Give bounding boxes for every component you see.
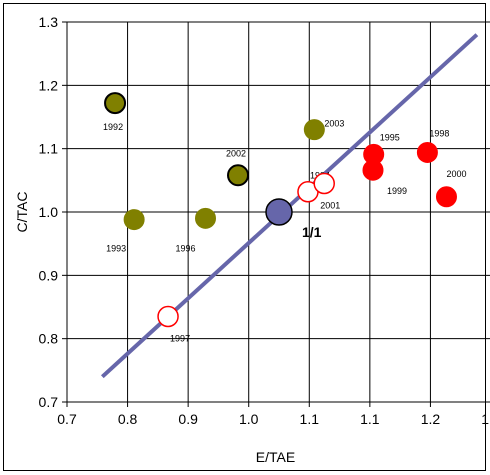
y-tick-label: 0.9 [39, 267, 59, 283]
point-label-1999: 1999 [387, 186, 407, 196]
x-tick-label: 0.9 [178, 411, 198, 427]
data-point-1997 [157, 305, 179, 328]
data-point-1998 [416, 141, 438, 163]
point-label-1992: 1992 [103, 122, 123, 132]
x-tick-label: 1.1 [360, 411, 380, 427]
y-tick-label: 1.0 [39, 204, 59, 220]
point-label-2001: 2001 [320, 201, 340, 211]
x-tick-label: 0.8 [118, 411, 138, 427]
y-tick-label: 0.8 [39, 331, 59, 347]
x-tick-label: 1.1 [300, 411, 320, 427]
data-point-1999 [362, 159, 384, 181]
data-point-1993 [123, 209, 145, 231]
data-point-1996 [195, 207, 217, 229]
data-point-2001 [313, 172, 335, 195]
y-tick-label: 1.3 [39, 14, 59, 30]
point-label-1995: 1995 [380, 132, 400, 142]
data-point-2002 [227, 164, 250, 187]
point-label-1997: 1997 [170, 334, 190, 344]
y-axis-label: C/TAC [14, 192, 30, 233]
x-tick-label: 1.0 [239, 411, 259, 427]
x-tick-label: 0.7 [57, 411, 77, 427]
reference-point-label: 1/1 [302, 224, 322, 240]
y-tick-label: 1.2 [39, 77, 59, 93]
point-label-1996: 1996 [176, 243, 196, 253]
chart-frame [3, 3, 486, 471]
point-label-2000: 2000 [446, 169, 466, 179]
y-tick-label: 0.7 [39, 394, 59, 410]
point-label-2003: 2003 [324, 119, 344, 129]
data-point-2000 [435, 186, 457, 208]
y-tick-label: 1.1 [39, 141, 59, 157]
plot-area [66, 21, 490, 403]
x-tick-label: 1.2 [421, 411, 441, 427]
data-point-2003 [303, 119, 325, 141]
data-point-1992 [104, 92, 127, 115]
reference-point [265, 198, 293, 226]
point-label-1993: 1993 [106, 244, 126, 254]
x-axis-label: E/TAE [256, 449, 295, 465]
point-label-1998: 1998 [429, 128, 449, 138]
x-tick-label: 1.3 [481, 411, 490, 427]
point-label-2002: 2002 [226, 148, 246, 158]
